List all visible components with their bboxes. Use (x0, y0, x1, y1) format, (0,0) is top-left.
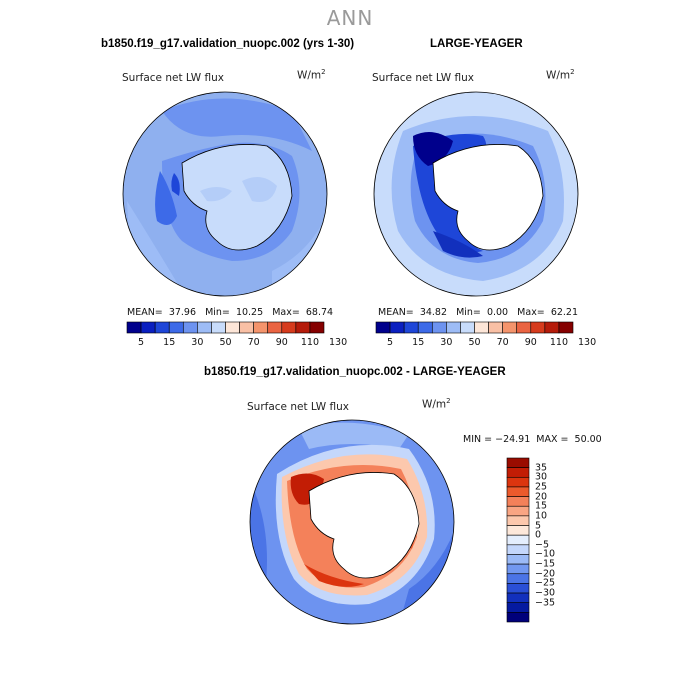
panel1-unit: W/m2 (297, 68, 326, 82)
diff-minmax: MIN = −24.91 MAX = 50.00 (463, 434, 602, 445)
colorbar-tick-label: 130 (577, 337, 597, 348)
colorbar-swatch (506, 525, 530, 536)
colorbar-tick-label: 110 (549, 337, 568, 348)
colorbar-swatch (295, 321, 311, 334)
colorbar-tick-label: 5 (535, 520, 542, 532)
colorbar-swatch (211, 321, 226, 334)
colorbar-swatch (197, 321, 212, 334)
colorbar-swatch (389, 321, 405, 334)
colorbar-swatch (126, 321, 142, 334)
colorbar-swatch (506, 612, 530, 623)
diff-colorbar-ticks: 35 30 25 20 15 10 5 0 −5 −10 −15 −20 −25 −30 −35 (535, 458, 575, 622)
panel2-field-label: Surface net LW flux (372, 72, 474, 84)
colorbar-swatch (431, 321, 447, 334)
colorbar-swatch (446, 321, 461, 334)
colorbar-tick-label: 130 (328, 337, 348, 348)
colorbar-swatch (417, 321, 433, 334)
colorbar-swatch (506, 515, 530, 526)
panel1-field-label: Surface net LW flux (122, 72, 224, 84)
colorbar-tick-label: 5 (138, 337, 145, 348)
colorbar-tick-label: −10 (535, 548, 556, 560)
colorbar-swatch (506, 544, 530, 555)
colorbar-tick-label: 30 (191, 337, 204, 348)
colorbar-tick-label: 30 (535, 471, 548, 483)
panel1-colorbar-ticks: 5 15 30 50 70 90 110 130 (127, 337, 347, 349)
colorbar-swatch (506, 496, 530, 507)
diff-polar-map (249, 419, 455, 625)
colorbar-tick-label: −30 (535, 587, 556, 599)
colorbar-swatch (506, 467, 530, 478)
colorbar-tick-label: 15 (163, 337, 176, 348)
colorbar-swatch (506, 592, 530, 604)
colorbar-swatch (403, 321, 419, 334)
colorbar-tick-label: −20 (535, 568, 556, 580)
colorbar-swatch (225, 321, 240, 334)
panel2-colorbar (375, 321, 574, 334)
colorbar-tick-label: 30 (440, 337, 453, 348)
colorbar-swatch (309, 321, 325, 334)
colorbar-swatch (502, 321, 518, 334)
colorbar-swatch (375, 321, 391, 334)
panel2-unit: W/m2 (546, 68, 575, 82)
colorbar-tick-label: 5 (387, 337, 394, 348)
colorbar-swatch (506, 486, 530, 497)
colorbar-tick-label: 50 (468, 337, 481, 348)
colorbar-swatch (506, 583, 530, 594)
colorbar-swatch (516, 321, 532, 334)
diff-colorbar (506, 457, 530, 623)
panel2-colorbar-ticks: 5 15 30 50 70 90 110 130 (376, 337, 596, 349)
colorbar-tick-label: −5 (535, 539, 550, 551)
colorbar-swatch (140, 321, 156, 334)
panel1-polar-map (122, 91, 328, 297)
panel1-stats: MEAN= 37.96 Min= 10.25 Max= 68.74 (127, 307, 334, 318)
colorbar-swatch (506, 476, 530, 488)
colorbar-swatch (460, 321, 475, 334)
colorbar-swatch (154, 321, 170, 334)
diff-unit: W/m2 (422, 397, 451, 411)
colorbar-swatch (253, 321, 269, 334)
page-title: ANN (326, 6, 374, 30)
colorbar-swatch (530, 321, 546, 334)
colorbar-swatch (506, 457, 530, 468)
colorbar-swatch (506, 534, 530, 546)
colorbar-swatch (506, 573, 530, 584)
colorbar-swatch (474, 321, 489, 334)
colorbar-tick-label: 70 (247, 337, 260, 348)
panel2-stats: MEAN= 34.82 Min= 0.00 Max= 62.21 (378, 307, 579, 318)
colorbar-tick-label: −15 (535, 558, 556, 570)
panel2-case-title: LARGE-YEAGER (430, 38, 523, 50)
colorbar-tick-label: 35 (535, 462, 548, 474)
colorbar-swatch (267, 321, 283, 334)
colorbar-tick-label: 15 (535, 500, 548, 512)
panel1-case-title: b1850.f19_g17.validation_nuopc.002 (yrs … (101, 38, 355, 50)
panel2-polar-map (373, 91, 579, 297)
colorbar-tick-label: 90 (524, 337, 537, 348)
colorbar-tick-label: 0 (535, 529, 542, 541)
colorbar-swatch (168, 321, 184, 334)
colorbar-swatch (182, 321, 198, 334)
panel1-colorbar (126, 321, 325, 334)
colorbar-swatch (506, 563, 530, 575)
colorbar-tick-label: 110 (300, 337, 319, 348)
colorbar-swatch (506, 505, 530, 517)
colorbar-tick-label: 70 (496, 337, 509, 348)
colorbar-tick-label: 50 (219, 337, 232, 348)
colorbar-swatch (544, 321, 560, 334)
colorbar-tick-label: 20 (535, 491, 548, 503)
colorbar-swatch (488, 321, 503, 334)
colorbar-swatch (239, 321, 254, 334)
colorbar-tick-label: −35 (535, 597, 556, 609)
colorbar-swatch (558, 321, 574, 334)
colorbar-tick-label: 90 (275, 337, 288, 348)
diff-field-label: Surface net LW flux (247, 401, 349, 413)
colorbar-tick-label: −25 (535, 577, 556, 589)
colorbar-swatch (506, 602, 530, 613)
diff-case-title: b1850.f19_g17.validation_nuopc.002 - LAR… (204, 366, 506, 378)
colorbar-tick-label: 25 (535, 481, 548, 493)
colorbar-swatch (506, 554, 530, 565)
colorbar-tick-label: 15 (412, 337, 425, 348)
colorbar-swatch (281, 321, 297, 334)
colorbar-tick-label: 10 (535, 510, 548, 522)
